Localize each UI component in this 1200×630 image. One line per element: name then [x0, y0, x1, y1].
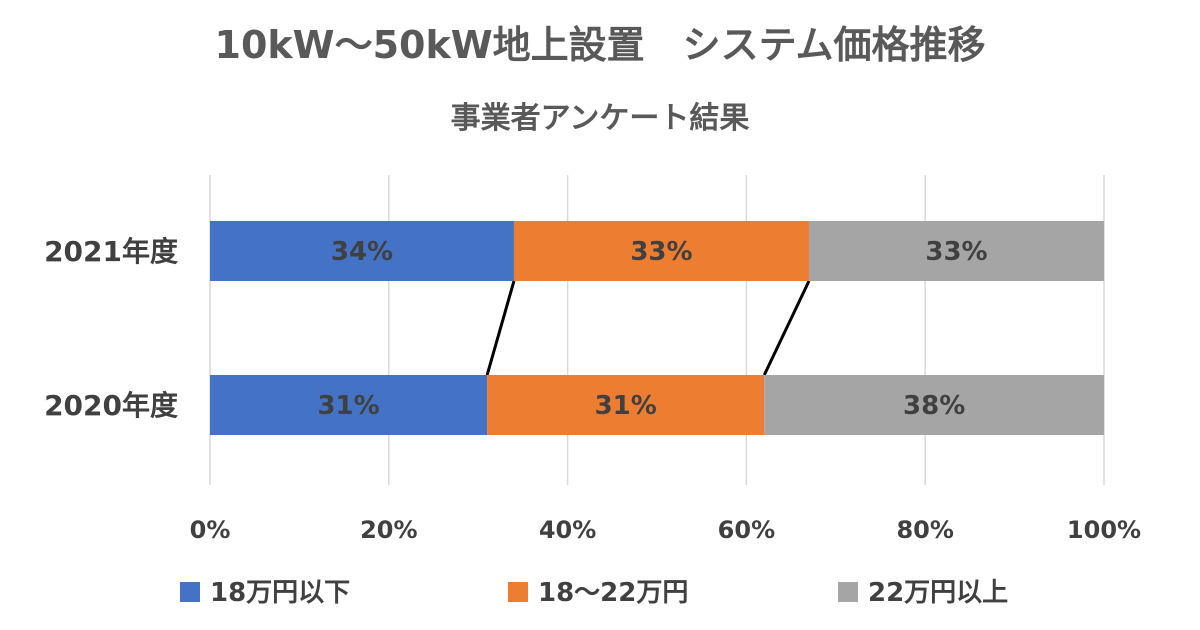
- legend-label: 18万円以下: [210, 578, 350, 608]
- x-tick-label: 20%: [360, 516, 417, 544]
- data-label: 38%: [903, 391, 965, 421]
- x-tick-label: 40%: [539, 516, 596, 544]
- data-label: 31%: [317, 391, 379, 421]
- x-tick-label: 60%: [718, 516, 775, 544]
- series-lines: [485, 280, 811, 376]
- legend-label: 22万円以上: [868, 578, 1008, 608]
- bars: 34% 33% 33% 31% 31% 38%: [210, 221, 1104, 435]
- x-tick-label: 80%: [896, 516, 953, 544]
- bar-segment: [210, 375, 488, 435]
- bar-segment: [513, 221, 809, 281]
- x-tick-label: 0%: [190, 516, 231, 544]
- category-labels: 2021年度 2020年度: [44, 235, 178, 422]
- category-label: 2020年度: [44, 389, 178, 422]
- bar-segment: [210, 221, 514, 281]
- series-line: [762, 280, 811, 376]
- legend-swatch: [180, 582, 200, 602]
- data-label: 33%: [925, 237, 987, 267]
- chart-title: 10kW～50kW地上設置 システム価格推移: [215, 23, 986, 67]
- legend-label: 18～22万円: [538, 578, 688, 608]
- data-label: 33%: [630, 237, 692, 267]
- data-label: 31%: [595, 391, 657, 421]
- x-axis-tick-labels: 0% 20% 40% 60% 80% 100%: [190, 516, 1141, 544]
- bar-segment: [764, 375, 1104, 435]
- data-label: 34%: [331, 237, 393, 267]
- x-tick-label: 100%: [1067, 516, 1141, 544]
- bar-segment: [487, 375, 765, 435]
- bar-segment: [808, 221, 1104, 281]
- series-line: [485, 280, 516, 376]
- legend-swatch: [508, 582, 528, 602]
- legend-swatch: [838, 582, 858, 602]
- chart-subtitle: 事業者アンケート結果: [451, 101, 750, 136]
- category-label: 2021年度: [44, 235, 178, 268]
- legend: 18万円以下 18～22万円 22万円以上: [180, 578, 1008, 608]
